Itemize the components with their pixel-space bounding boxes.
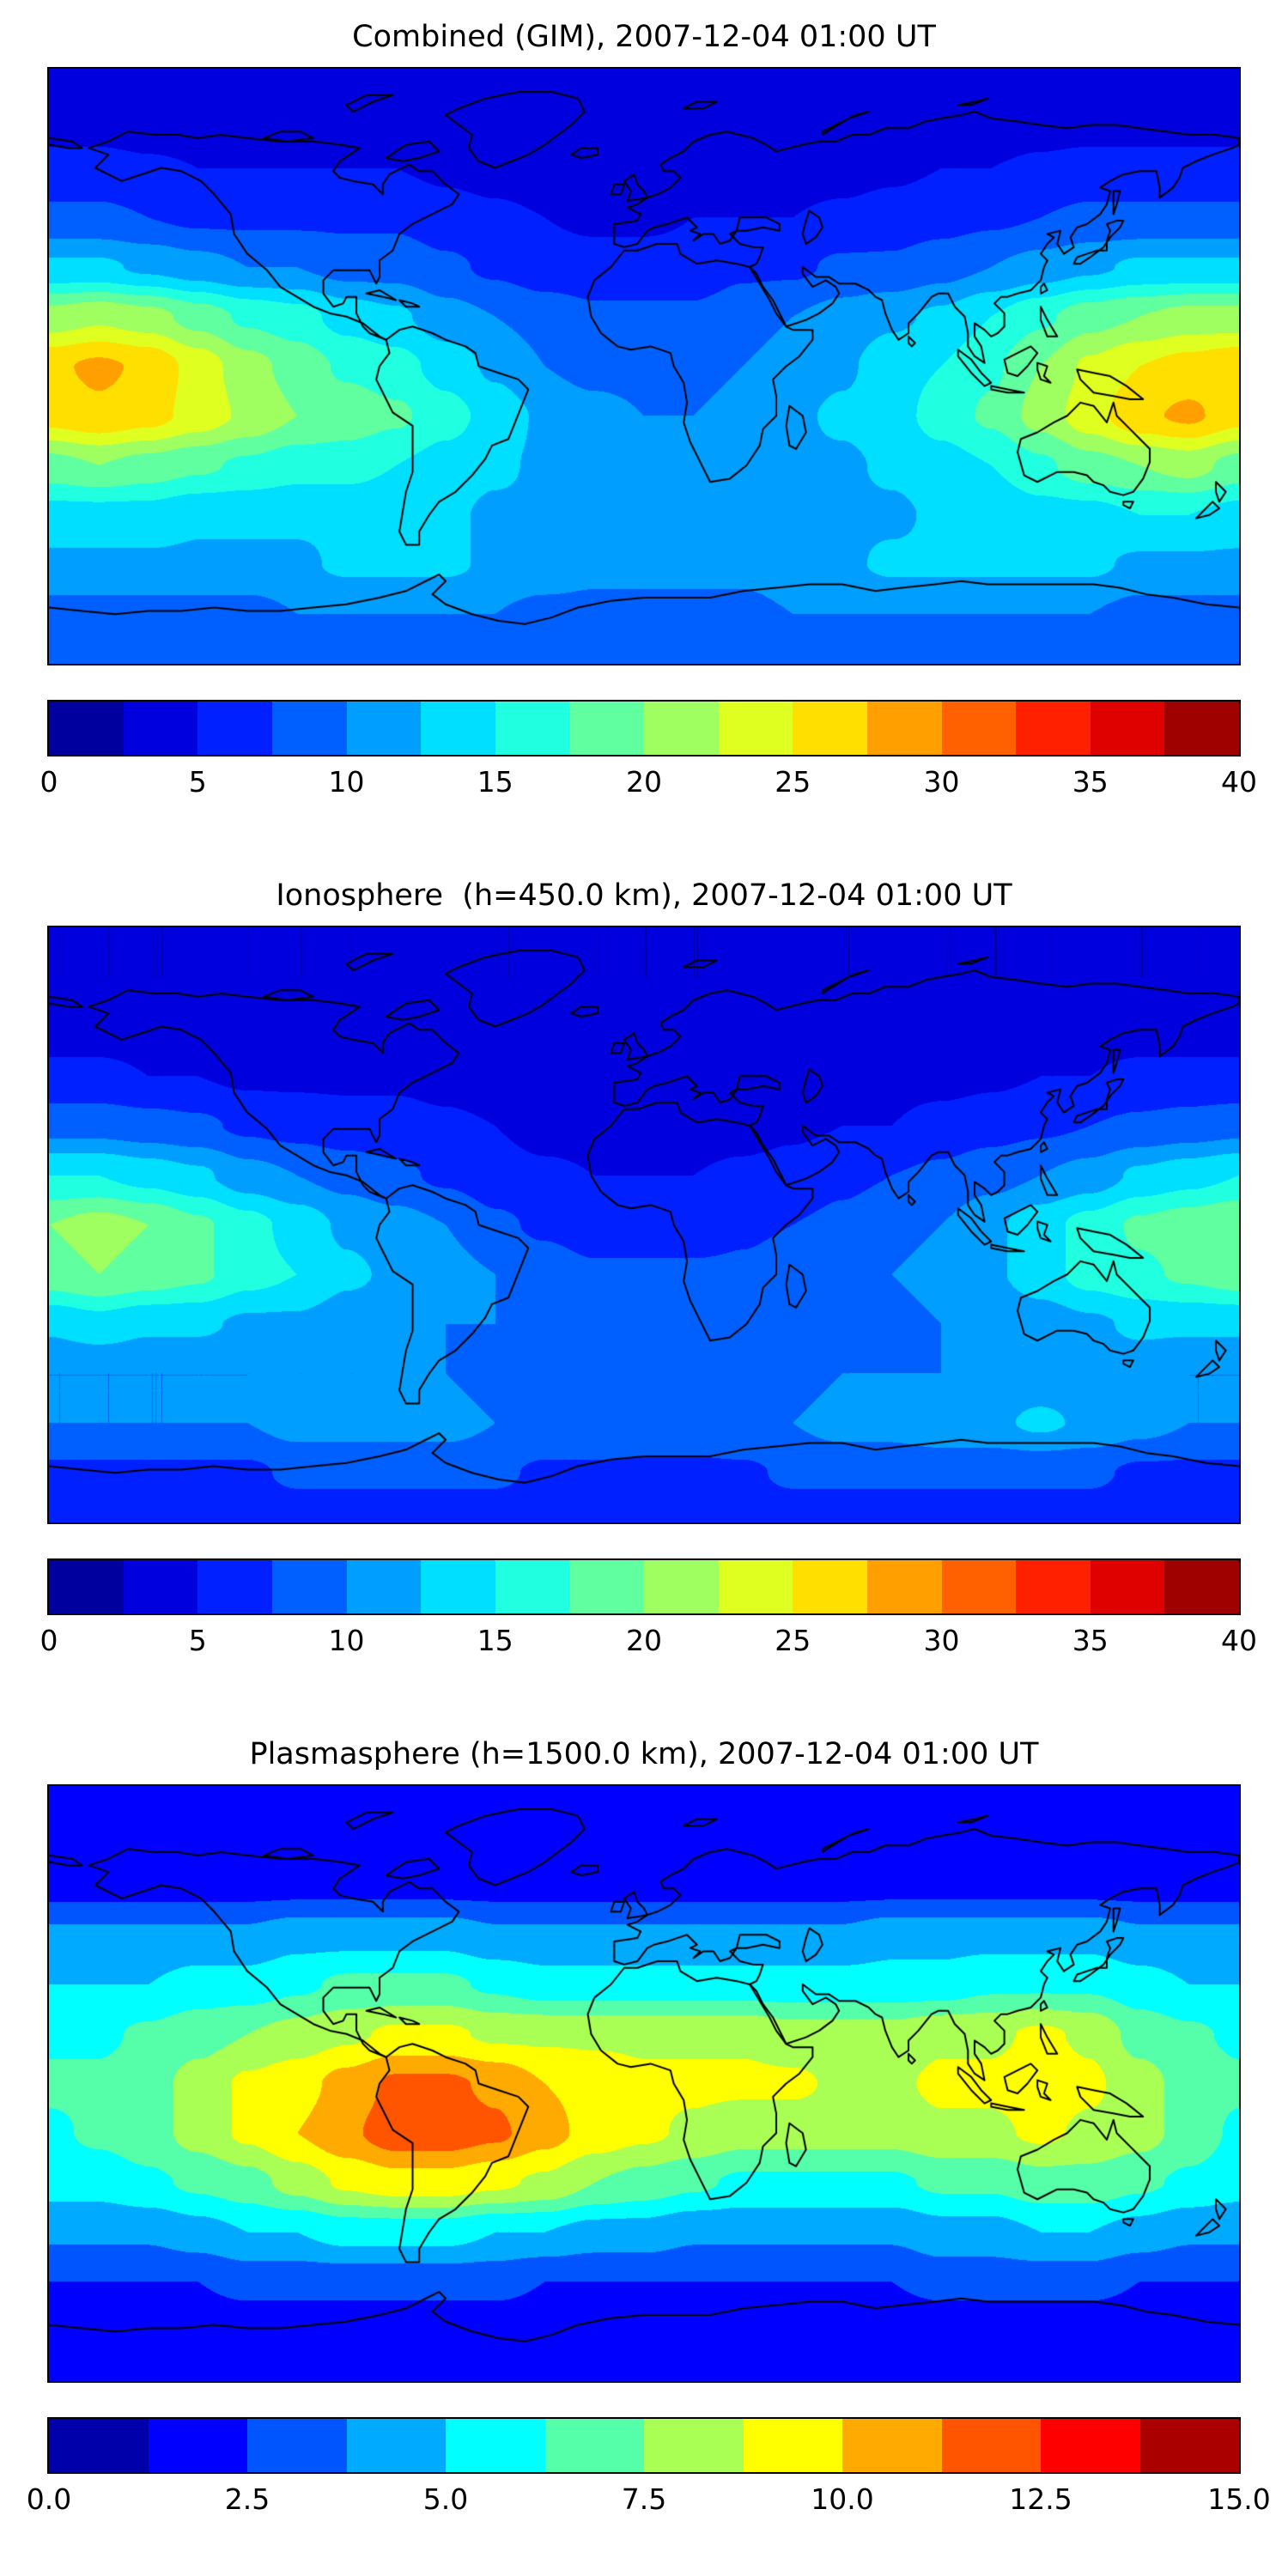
panel-ionosphere: Ionosphere (h=450.0 km), 2007-12-04 01:0… xyxy=(0,859,1288,1717)
colorbar-segment xyxy=(718,702,793,755)
colorbar-segment xyxy=(346,702,422,755)
colorbar-tick-label: 10 xyxy=(328,1624,365,1657)
colorbar-segment xyxy=(495,1560,570,1613)
colorbar-tick-label: 35 xyxy=(1072,1624,1109,1657)
colorbar-segment xyxy=(569,702,644,755)
colorbar-segment xyxy=(941,702,1017,755)
colorbar-tick-label: 10.0 xyxy=(811,2482,874,2516)
colorbar-segment xyxy=(1016,702,1091,755)
panel-title-plasmasphere: Plasmasphere (h=1500.0 km), 2007-12-04 0… xyxy=(249,1737,1039,1771)
colorbar-tick-label: 5 xyxy=(188,765,207,799)
colorbar-segment xyxy=(644,702,719,755)
colorbar-tick-label: 25 xyxy=(775,1624,811,1657)
colorbar-ticks-ionosphere: 0 5 10 15 20 25 30 35 40 xyxy=(40,1619,1258,1658)
colorbar-segment xyxy=(793,1560,867,1613)
colorbar-segment xyxy=(495,702,570,755)
colorbar-segment xyxy=(1164,702,1239,755)
colorbar-segment xyxy=(421,1560,495,1613)
colorbar-ionosphere xyxy=(47,1558,1241,1615)
colorbar-tick-label: 0 xyxy=(39,765,58,799)
colorbar-segment xyxy=(346,1560,422,1613)
colorbar-segment xyxy=(49,1560,124,1613)
colorbar-tick-label: 15.0 xyxy=(1207,2482,1271,2516)
colorbar-segment xyxy=(346,2419,446,2472)
colorbar-tick-label: 15 xyxy=(477,1624,513,1657)
colorbar-tick-label: 0.0 xyxy=(26,2482,72,2516)
colorbar-segment xyxy=(544,2419,644,2472)
colorbar-segment xyxy=(49,2419,149,2472)
colorbar-tick-label: 20 xyxy=(626,765,662,799)
colorbar-tick-label: 25 xyxy=(775,765,811,799)
colorbar-segment xyxy=(866,702,942,755)
colorbar-plasmasphere xyxy=(47,2417,1241,2474)
colorbar-segment xyxy=(123,702,198,755)
map-combined xyxy=(47,67,1241,665)
colorbar-segment xyxy=(644,1560,719,1613)
map-canvas-plasmasphere xyxy=(49,1786,1239,2381)
colorbar-segment xyxy=(247,2419,347,2472)
colorbar-segment xyxy=(941,2419,1041,2472)
colorbar-segment xyxy=(1041,2419,1140,2472)
colorbar-segment xyxy=(718,1560,793,1613)
colorbar-segment xyxy=(842,2419,942,2472)
colorbar-segment xyxy=(743,2419,842,2472)
colorbar-segment xyxy=(1090,702,1165,755)
colorbar-segment xyxy=(1139,2419,1239,2472)
colorbar-segment xyxy=(569,1560,644,1613)
panel-combined: Combined (GIM), 2007-12-04 01:00 UT 0 5 10… xyxy=(0,0,1288,859)
colorbar-tick-label: 10 xyxy=(328,765,365,799)
colorbar-tick-label: 2.5 xyxy=(224,2482,270,2516)
colorbar-tick-label: 35 xyxy=(1072,765,1109,799)
panel-title-combined: Combined (GIM), 2007-12-04 01:00 UT xyxy=(352,20,936,54)
colorbar-segment xyxy=(271,702,347,755)
colorbar-segment xyxy=(197,1560,272,1613)
colorbar-tick-label: 0 xyxy=(39,1624,58,1657)
colorbar-segment xyxy=(941,1560,1017,1613)
colorbar-tick-label: 5.0 xyxy=(422,2482,469,2516)
colorbar-tick-label: 20 xyxy=(626,1624,662,1657)
colorbar-segment xyxy=(148,2419,247,2472)
colorbar-segment xyxy=(644,2419,744,2472)
colorbar-segment xyxy=(793,702,867,755)
colorbar-segment xyxy=(421,702,495,755)
colorbar-combined xyxy=(47,700,1241,756)
colorbar-segment xyxy=(197,702,272,755)
panel-plasmasphere: Plasmasphere (h=1500.0 km), 2007-12-04 0… xyxy=(0,1717,1288,2576)
colorbar-segment xyxy=(1016,1560,1091,1613)
colorbar-tick-label: 15 xyxy=(477,765,513,799)
colorbar-tick-label: 5 xyxy=(188,1624,207,1657)
map-plasmasphere xyxy=(47,1784,1241,2383)
map-ionosphere xyxy=(47,926,1241,1524)
colorbar-ticks-combined: 0 5 10 15 20 25 30 35 40 xyxy=(40,760,1258,799)
colorbar-tick-label: 30 xyxy=(923,1624,960,1657)
colorbar-segment xyxy=(123,1560,198,1613)
colorbar-segment xyxy=(49,702,124,755)
colorbar-tick-label: 40 xyxy=(1221,765,1257,799)
colorbar-tick-label: 12.5 xyxy=(1009,2482,1072,2516)
colorbar-segment xyxy=(1090,1560,1165,1613)
panel-title-ionosphere: Ionosphere (h=450.0 km), 2007-12-04 01:0… xyxy=(276,878,1012,913)
colorbar-tick-label: 40 xyxy=(1221,1624,1257,1657)
colorbar-segment xyxy=(446,2419,545,2472)
map-canvas-ionosphere xyxy=(49,927,1239,1522)
colorbar-tick-label: 30 xyxy=(923,765,960,799)
colorbar-ticks-plasmasphere: 0.0 2.5 5.0 7.5 10.0 12.5 15.0 xyxy=(27,2477,1271,2517)
colorbar-segment xyxy=(866,1560,942,1613)
colorbar-segment xyxy=(271,1560,347,1613)
colorbar-segment xyxy=(1164,1560,1239,1613)
map-canvas-combined xyxy=(49,69,1239,664)
colorbar-tick-label: 7.5 xyxy=(621,2482,667,2516)
